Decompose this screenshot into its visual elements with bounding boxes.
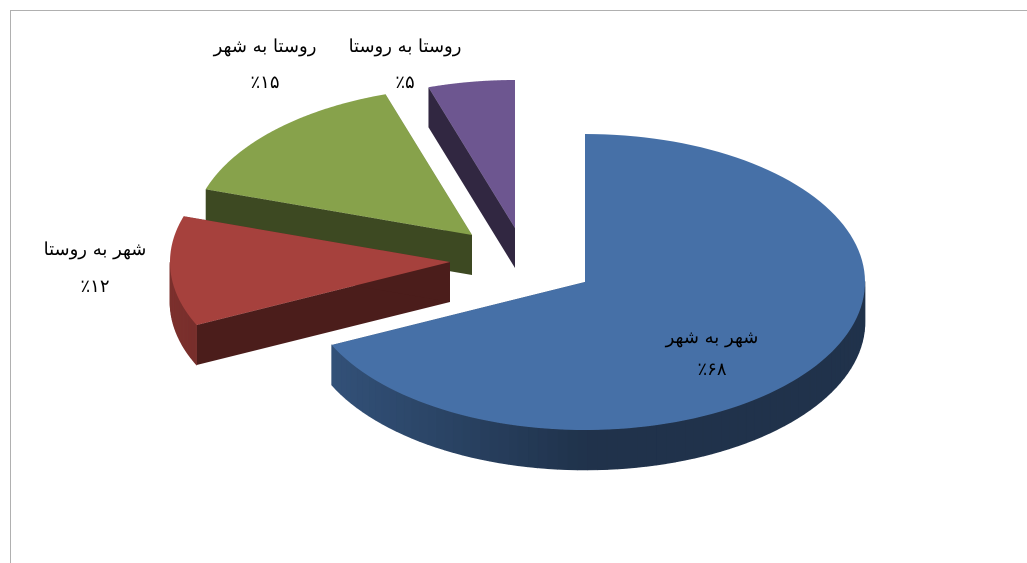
slice-wall bbox=[815, 360, 822, 407]
slice-wall bbox=[452, 412, 463, 456]
slice-wall bbox=[508, 424, 519, 467]
slice-wall bbox=[835, 341, 841, 389]
slice-wall bbox=[411, 397, 420, 442]
slice-wall bbox=[527, 426, 539, 469]
slice-side bbox=[205, 189, 473, 275]
slice-wall bbox=[479, 418, 490, 462]
slice-wall bbox=[517, 425, 529, 468]
slice-wall bbox=[345, 358, 352, 405]
slice-label: شهر به روستا bbox=[44, 239, 147, 260]
slice-wall bbox=[403, 394, 412, 439]
slice-label: شهر به شهر bbox=[665, 327, 759, 348]
slice-wall bbox=[769, 389, 778, 434]
slice-wall bbox=[790, 377, 799, 423]
slice-side bbox=[428, 87, 515, 268]
slice-wall bbox=[856, 312, 860, 359]
slice-wall bbox=[350, 362, 358, 409]
chart-frame bbox=[10, 10, 1027, 563]
slice-wall bbox=[776, 385, 785, 431]
slice-wall bbox=[427, 403, 437, 448]
slice-wall bbox=[461, 414, 472, 458]
slice-wall bbox=[797, 373, 805, 419]
slice-wall bbox=[693, 415, 704, 459]
value-label: ٪۱۲ bbox=[80, 276, 109, 297]
slice-wall bbox=[435, 406, 445, 451]
slice-wall bbox=[702, 413, 713, 457]
slice-wall bbox=[470, 416, 481, 460]
slice-wall bbox=[675, 419, 686, 463]
slice-wall bbox=[843, 332, 849, 379]
slice-wall bbox=[368, 375, 376, 421]
slice-wall bbox=[831, 346, 837, 393]
slice-wall bbox=[616, 427, 628, 470]
slice-wall bbox=[597, 429, 608, 471]
slice-wall bbox=[745, 399, 755, 444]
slice-wall bbox=[537, 427, 548, 469]
slice-wall bbox=[847, 327, 852, 375]
slice-wall bbox=[444, 409, 454, 453]
slice-label: روستا به شهر bbox=[213, 36, 317, 57]
slice-wall bbox=[636, 426, 647, 468]
slice-wall bbox=[587, 429, 598, 471]
slice-wall bbox=[711, 410, 722, 455]
slice-wall bbox=[646, 424, 657, 467]
slice-wall bbox=[340, 353, 347, 400]
slice-wall bbox=[606, 428, 618, 470]
slice-wall bbox=[567, 429, 578, 471]
slice-wall bbox=[498, 422, 509, 465]
slice-wall bbox=[737, 402, 747, 447]
slice-wall bbox=[850, 321, 855, 370]
slice-wall bbox=[381, 383, 390, 429]
slice-wall bbox=[729, 405, 739, 450]
slice-wall bbox=[826, 351, 832, 398]
slice-wall bbox=[356, 367, 363, 413]
slice-wall bbox=[840, 337, 845, 384]
slice-wall bbox=[761, 392, 771, 438]
slice bbox=[170, 216, 450, 326]
slice-wall bbox=[684, 417, 695, 461]
slice-wall bbox=[577, 429, 588, 471]
slice-wall bbox=[809, 365, 817, 411]
slice-wall bbox=[331, 344, 337, 391]
slice-wall bbox=[362, 371, 370, 417]
slice-wall bbox=[783, 381, 792, 427]
slice bbox=[205, 94, 473, 235]
slice-wall bbox=[388, 387, 397, 432]
slice-wall bbox=[853, 317, 857, 364]
slice-wall bbox=[720, 408, 730, 452]
value-label: ٪۵ bbox=[395, 72, 414, 93]
slice-wall bbox=[375, 379, 383, 425]
slice bbox=[331, 134, 865, 430]
slice-wall bbox=[821, 356, 827, 402]
slice-wall bbox=[396, 390, 405, 436]
slice-wall bbox=[557, 428, 568, 471]
slice-wall bbox=[489, 420, 500, 464]
slice-wall bbox=[665, 421, 676, 465]
slice-wall bbox=[547, 428, 558, 470]
slice-wall bbox=[626, 427, 638, 469]
slice-label: روستا به روستا bbox=[349, 36, 462, 57]
slice bbox=[428, 80, 515, 228]
slice-wall bbox=[656, 423, 667, 466]
value-label: ٪۱۵ bbox=[250, 72, 279, 93]
slice-wall bbox=[803, 369, 811, 415]
slice-wall bbox=[753, 396, 763, 441]
slice-wall bbox=[419, 400, 428, 445]
value-label: ٪۶۸ bbox=[697, 359, 726, 380]
slice-wall bbox=[335, 349, 342, 396]
